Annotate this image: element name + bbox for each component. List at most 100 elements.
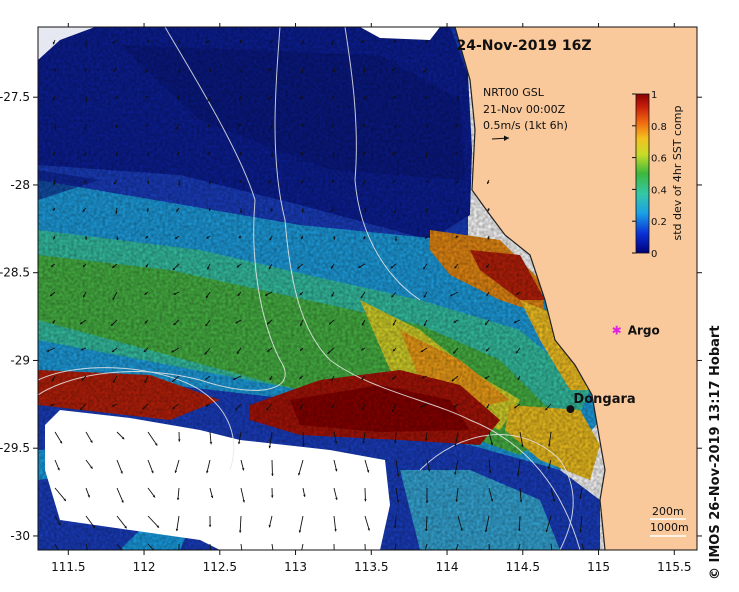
current-arrow	[147, 459, 154, 474]
current-arrowhead	[299, 556, 302, 558]
current-arrowhead	[456, 97, 460, 100]
current-arrow	[364, 543, 366, 550]
current-arrowhead	[454, 444, 457, 447]
current-arrowhead	[173, 292, 176, 295]
current-arrowhead	[331, 378, 334, 382]
place-dongara[interactable]: Dongara	[566, 392, 636, 414]
current-arrowhead	[115, 211, 118, 214]
current-arrowhead	[90, 440, 93, 443]
current-arrowhead	[53, 182, 56, 186]
current-arrowhead	[84, 43, 88, 46]
current-arrowhead	[486, 265, 489, 268]
current-arrowhead	[146, 209, 150, 212]
y-tick-label: -29	[10, 353, 30, 367]
current-arrowhead	[425, 528, 428, 532]
current-arrowhead	[112, 40, 115, 44]
current-arrow	[301, 543, 304, 550]
place-argo[interactable]: ✱ Argo	[612, 324, 660, 338]
current-arrowhead	[235, 408, 238, 411]
current-arrowhead	[455, 235, 459, 238]
current-arrowhead	[59, 440, 62, 444]
current-arrowhead	[392, 377, 395, 380]
current-arrowhead	[151, 470, 154, 474]
current-arrowhead	[156, 525, 159, 528]
plot-frame	[37, 26, 698, 551]
current-arrowhead	[120, 471, 123, 474]
current-arrow	[147, 515, 160, 529]
y-tick-label: -29.5	[0, 441, 30, 455]
current-arrowhead	[172, 267, 176, 271]
current-arrow	[333, 515, 337, 532]
current-arrow	[85, 515, 96, 529]
current-arrowhead	[425, 210, 429, 213]
colorbar-tick-label: 1	[651, 90, 657, 101]
current-arrowhead	[173, 322, 176, 326]
current-arrowhead	[425, 180, 429, 184]
current-arrowhead	[53, 127, 57, 130]
current-arrowhead	[455, 551, 457, 553]
current-arrowhead	[145, 264, 149, 268]
current-arrowhead	[301, 124, 304, 127]
current-scale: 0.5m/s (1kt 6h)	[483, 119, 568, 132]
current-arrowhead	[89, 558, 91, 560]
current-arrowhead	[239, 40, 243, 44]
current-arrow	[550, 487, 555, 502]
current-arrow	[519, 487, 522, 503]
current-arrowhead	[456, 211, 459, 214]
current-arrowhead	[205, 323, 208, 327]
current-info: NRT00 GSL 21-Nov 00:00Z 0.5m/s (1kt 6h)	[483, 86, 568, 141]
current-arrow	[485, 515, 490, 533]
contour-1000m-label: 1000m	[650, 521, 689, 534]
current-arrowhead	[490, 442, 494, 446]
current-arrowhead	[176, 153, 180, 156]
current-arrowhead	[486, 181, 490, 184]
current-arrow	[85, 543, 89, 550]
current-arrowhead	[235, 321, 239, 324]
current-arrowhead	[451, 378, 455, 382]
current-arrowhead	[144, 320, 148, 324]
current-arrowhead	[236, 351, 240, 354]
colorbar-scale	[635, 93, 650, 254]
current-arrowhead	[300, 406, 303, 409]
current-arrowhead	[265, 293, 268, 296]
current-arrowhead	[266, 407, 269, 411]
current-arrowhead	[335, 497, 338, 500]
current-arrowhead	[58, 522, 61, 526]
current-arrowhead	[516, 473, 520, 476]
current-arrowhead	[84, 152, 87, 156]
x-axis: 111.5 112 112.5 113 113.5 114 114.5 115 115.5	[51, 23, 691, 574]
current-arrowhead	[207, 266, 210, 270]
x-tick-label: 115.5	[657, 560, 691, 574]
y-tick-label: -28.5	[0, 266, 30, 280]
current-arrowhead	[516, 292, 519, 295]
current-arrowhead	[486, 405, 489, 409]
current-arrowhead	[547, 466, 551, 469]
current-arrowhead	[392, 322, 396, 326]
y-tick-label: -28	[10, 178, 30, 192]
current-arrowhead	[427, 468, 431, 472]
current-arrowhead	[146, 154, 149, 157]
current-arrowhead	[115, 125, 118, 128]
current-arrowhead	[53, 236, 56, 240]
current-arrowhead	[421, 376, 425, 379]
x-tick-label: 115	[587, 560, 610, 574]
current-arrow	[457, 515, 463, 531]
current-arrowhead	[300, 323, 303, 326]
current-arrowhead	[300, 71, 304, 74]
current-arrowhead	[453, 405, 457, 408]
current-arrowhead	[267, 180, 271, 183]
current-arrowhead	[396, 500, 400, 503]
current-arrowhead	[177, 439, 181, 442]
current-arrowhead	[233, 377, 236, 380]
sst-variability-field	[38, 27, 697, 560]
current-arrowhead	[145, 70, 148, 73]
current-arrowhead	[112, 265, 115, 268]
current-arrowhead	[392, 409, 395, 413]
current-arrow	[364, 459, 370, 473]
current-arrowhead	[331, 405, 334, 409]
current-arrowhead	[83, 294, 86, 298]
current-arrowhead	[455, 124, 458, 128]
current-arrowhead	[425, 155, 428, 158]
current-arrowhead	[206, 470, 209, 474]
current-arrow	[54, 431, 63, 444]
